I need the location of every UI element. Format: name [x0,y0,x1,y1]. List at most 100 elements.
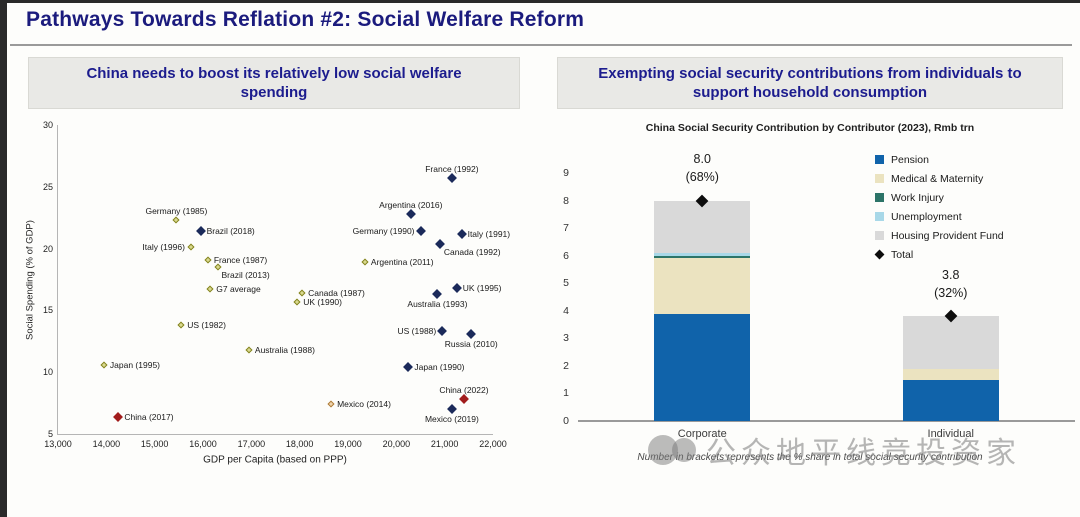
bar-segment-housing-provident-fund [654,200,751,253]
diamond-marker [195,226,206,237]
bar-total-value: 3.8 [942,268,960,283]
diamond-marker [451,283,462,294]
scatter-point-label: Brazil (2013) [221,270,270,281]
scatter-y-tick-label: 20 [42,243,53,254]
scatter-x-tick-label: 18,000 [285,439,314,449]
bar-segment-pension [902,379,999,421]
scatter-point-label: Italy (1996) [142,242,185,253]
bar-y-tick-label: 9 [563,167,569,179]
diamond-marker [456,228,467,239]
scatter-point-label: UK (1990) [303,296,342,307]
scatter-point-label: Japan (1990) [414,362,465,373]
scatter-y-tick-label: 30 [42,120,53,130]
scatter-point-label: France (1992) [425,164,479,175]
legend-swatch [875,155,884,164]
scatter-x-tick-label: 17,000 [237,439,266,449]
legend-item: Work Injury [875,188,1004,207]
photo-edge-left [0,0,7,517]
scatter-point-label: Russia (2010) [444,338,498,349]
bar-total-annotation: 8.0 (68%) [686,150,719,186]
scatter-x-tick-label: 16,000 [189,439,217,449]
diamond-marker [361,258,369,266]
bar-chart-legend: Pension Medical & Maternity Work Injury Une… [874,150,1004,264]
bar-total-annotation: 3.8 (32%) [934,266,967,302]
bar-total-value: 8.0 [693,152,711,167]
scatter-plot-area: 5 10 15 20 25 30 13,000 14,000 15,000 16,000 17,00… [43,120,510,449]
legend-item: Total [874,245,1004,264]
bar-x-axis-line [578,420,1075,422]
bar-category-label: Corporate [677,428,727,440]
scatter-point-label: Germany (1990) [352,226,415,237]
bar-segment-medical-maternity [654,258,751,314]
right-panel-header: Exempting social security contributions … [557,57,1063,109]
footnote: Number in brackets represents the % shar… [637,452,983,463]
scatter-x-axis-title: GDP per Capita (based on PPP) [203,454,347,466]
diamond-marker [437,326,448,337]
bar-chart-title: China Social Security Contribution by Co… [645,122,975,134]
diamond-marker [204,256,212,264]
photo-edge-top [0,0,1080,3]
legend-label: Work Injury [891,191,944,204]
scatter-y-axis-title: Social Spending (% of GDP) [24,220,36,340]
scatter-y-tick-label: 10 [42,367,53,378]
bar-y-tick-label: 5 [563,277,569,290]
diamond-marker [293,298,301,306]
bar-segment-work-injury [654,255,751,259]
scatter-point-label: Italy (1991) [467,228,511,239]
scatter-point-label: UK (1995) [462,283,502,294]
diamond-marker [446,173,457,184]
bar-y-tick-label: 7 [563,222,569,235]
bar-total-percent: (68%) [685,170,719,185]
scatter-x-tick-label: 21,000 [430,439,459,449]
legend-label: Total [891,248,914,261]
legend-total-diamond-icon [874,249,885,260]
scatter-point-label: Canada (1987) [308,288,365,299]
legend-swatch [875,193,884,202]
bar-y-tick-label: 1 [563,387,569,400]
page-title: Pathways Towards Reflation #2: Social We… [26,8,585,31]
scatter-x-tick-label: 14,000 [92,439,121,449]
bar-y-tick-label: 4 [563,304,569,317]
bar-y-tick-label: 6 [563,249,569,262]
scatter-x-tick-label: 13,000 [44,439,72,449]
scatter-point-label: Brazil (2018) [206,226,255,237]
legend-item: Housing Provident Fund [875,226,1004,245]
scatter-x-tick-label: 20,000 [382,439,411,449]
scatter-point-label: Australia (1993) [407,299,468,310]
diamond-marker [213,263,222,271]
scatter-point-label: China (2022) [439,385,489,396]
scatter-point-label: Australia (1988) [254,344,315,355]
legend-label: Medical & Maternity [891,172,984,185]
diamond-marker [405,209,416,219]
scatter-point-label: Canada (1992) [443,246,501,257]
legend-swatch [875,212,884,221]
bar-y-tick-label: 3 [563,332,569,345]
bar-y-tick-label: 8 [563,194,569,207]
legend-swatch [875,174,884,183]
diamond-marker [446,404,457,415]
scatter-x-tick-label: 22,000 [479,439,507,449]
diamond-marker [113,411,124,422]
left-panel-header: China needs to boost its relatively low … [28,57,520,109]
diamond-marker [327,400,335,408]
diamond-marker [177,321,185,329]
bar-plot-area: 0 1 2 3 4 5 6 7 8 9 8.0 (68%) Corporate 3.8 (32%) Indiv… [563,152,1075,440]
title-divider [10,44,1072,46]
scatter-x-tick-label: 19,000 [334,439,362,449]
diamond-marker [187,243,195,251]
diamond-marker [466,328,477,339]
scatter-y-tick-label: 15 [42,305,53,316]
scatter-point-label: Argentina (2011) [370,257,434,268]
stacked-bar [654,173,751,421]
legend-item: Pension [875,150,1004,169]
scatter-point-label: G7 average [216,284,261,295]
diamond-marker [459,394,469,405]
bar-y-tick-label: 2 [563,359,569,372]
legend-item: Medical & Maternity [875,169,1004,188]
scatter-point-label: Mexico (2014) [337,399,391,410]
scatter-y-tick-label: 25 [42,181,53,192]
scatter-point-label: Argentina (2016) [379,199,443,210]
scatter-y-tick-label: 5 [47,429,53,439]
scatter-point-label: Germany (1985) [145,206,208,217]
bar-segment-unemployment [654,252,751,256]
